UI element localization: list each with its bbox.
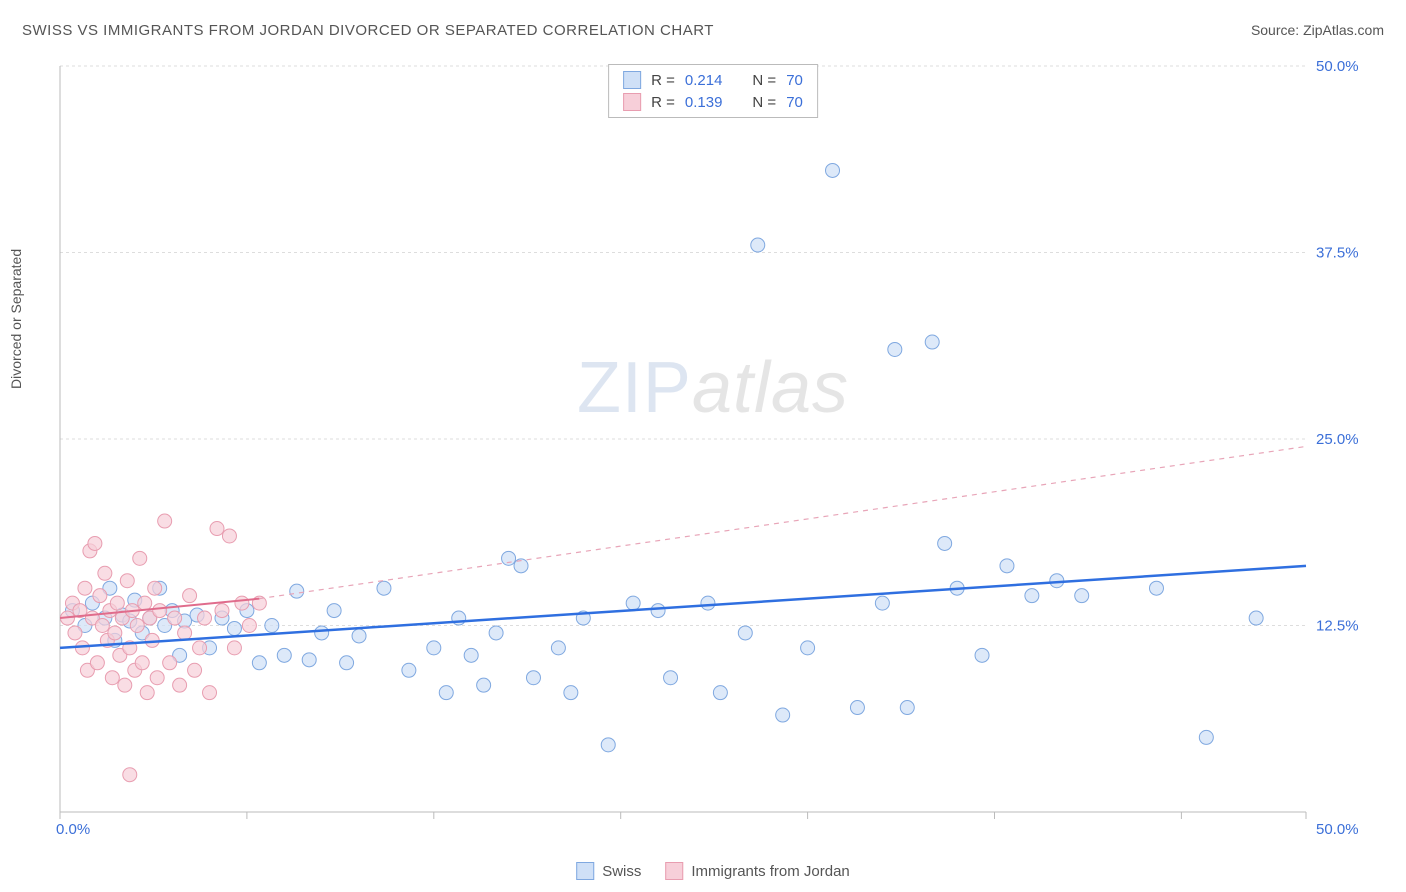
chart-header: SWISS VS IMMIGRANTS FROM JORDAN DIVORCED…	[22, 22, 1384, 39]
legend-item: Immigrants from Jordan	[665, 862, 849, 880]
svg-text:50.0%: 50.0%	[1316, 60, 1359, 75]
legend-swatch	[665, 862, 683, 880]
legend-row: R = 0.139 N = 70	[609, 91, 817, 113]
svg-text:50.0%: 50.0%	[1316, 821, 1359, 838]
y-axis-label: Divorced or Separated	[8, 249, 24, 389]
legend-correlation: R = 0.214 N = 70 R = 0.139 N = 70	[608, 64, 818, 118]
legend-n-value: 70	[786, 72, 803, 89]
chart-area: Divorced or Separated 12.5%25.0%37.5%50.…	[50, 60, 1376, 842]
legend-row: R = 0.214 N = 70	[609, 69, 817, 91]
legend-series: Swiss Immigrants from Jordan	[576, 862, 850, 880]
legend-n-value: 70	[786, 94, 803, 111]
legend-n-label: N =	[752, 94, 776, 111]
scatter-plot: 12.5% 25.0% 37.5% 50.0% 0.0% 50.0%	[50, 60, 1376, 842]
legend-r-label: R =	[651, 94, 675, 111]
legend-swatch	[623, 93, 641, 111]
source-prefix: Source:	[1251, 22, 1303, 38]
legend-n-label: N =	[752, 72, 776, 89]
legend-swatch	[576, 862, 594, 880]
legend-r-label: R =	[651, 72, 675, 89]
svg-text:12.5%: 12.5%	[1316, 618, 1359, 635]
legend-label: Swiss	[602, 863, 641, 880]
chart-title: SWISS VS IMMIGRANTS FROM JORDAN DIVORCED…	[22, 22, 714, 39]
legend-label: Immigrants from Jordan	[691, 863, 849, 880]
legend-item: Swiss	[576, 862, 641, 880]
legend-r-value: 0.214	[685, 72, 723, 89]
legend-r-value: 0.139	[685, 94, 723, 111]
source-name: ZipAtlas.com	[1303, 22, 1384, 38]
svg-text:0.0%: 0.0%	[56, 821, 90, 838]
svg-text:37.5%: 37.5%	[1316, 245, 1359, 262]
legend-swatch	[623, 71, 641, 89]
chart-source: Source: ZipAtlas.com	[1251, 22, 1384, 38]
svg-text:25.0%: 25.0%	[1316, 431, 1359, 448]
